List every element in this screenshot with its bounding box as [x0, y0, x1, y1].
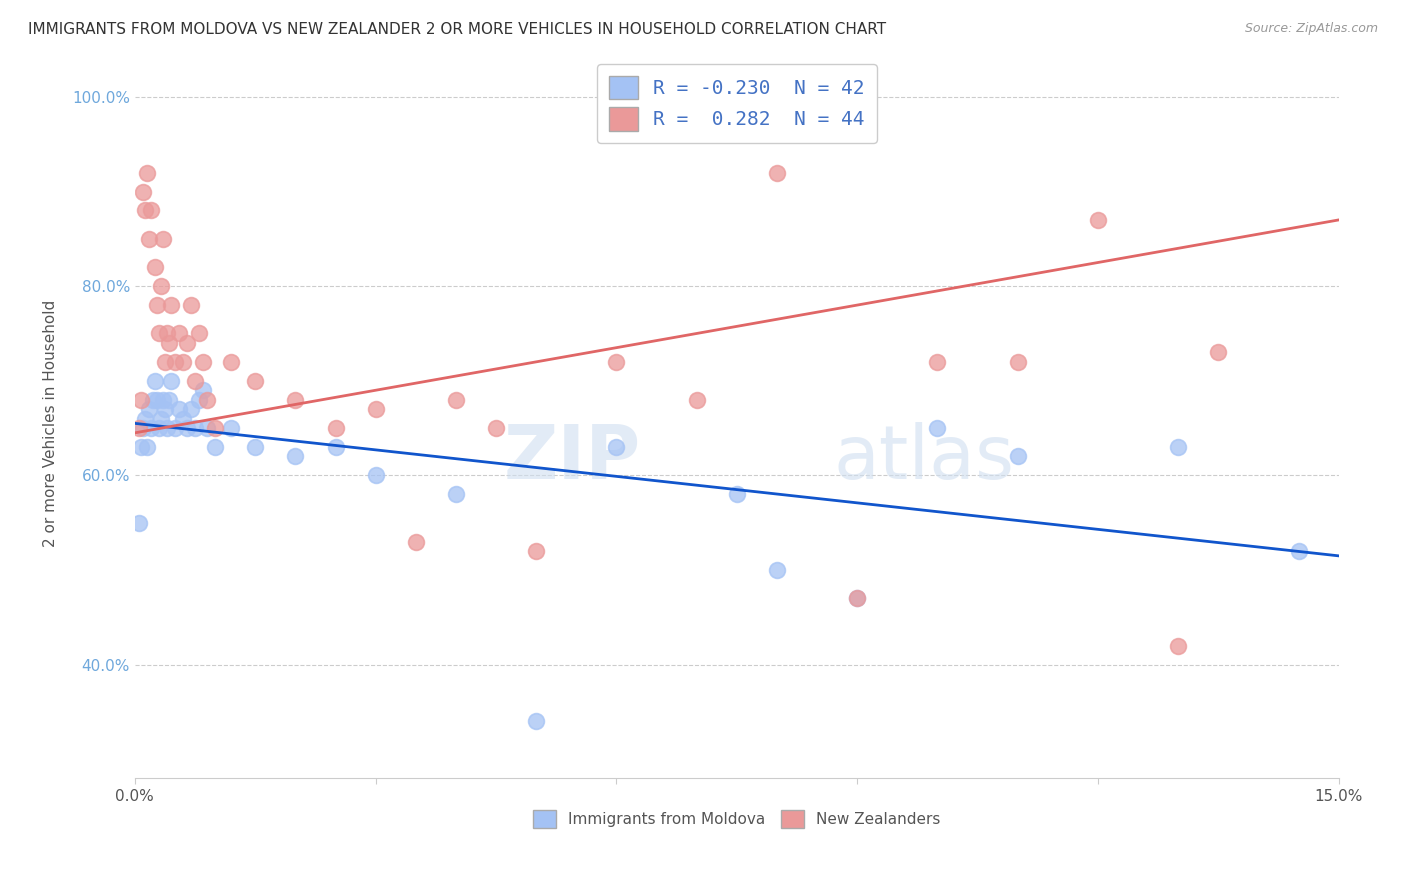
Point [245, 374, 267, 388]
Point [176, 335, 198, 350]
Legend: Immigrants from Moldova, New Zealanders: Immigrants from Moldova, New Zealanders [527, 804, 946, 834]
Point [128, 421, 150, 435]
Point [134, 411, 156, 425]
Point [156, 421, 179, 435]
Text: atlas: atlas [834, 422, 1014, 495]
Point [444, 487, 467, 501]
Point [129, 392, 152, 407]
Point [245, 440, 267, 454]
Point [405, 534, 427, 549]
Point [284, 392, 307, 407]
Point [1208, 345, 1230, 359]
Point [605, 440, 627, 454]
Point [364, 402, 387, 417]
Point [163, 421, 186, 435]
Point [1167, 440, 1189, 454]
Point [160, 374, 183, 388]
Point [485, 421, 508, 435]
Point [146, 392, 169, 407]
Point [219, 355, 242, 369]
Point [204, 421, 226, 435]
Point [1167, 639, 1189, 653]
Point [1007, 355, 1029, 369]
Point [766, 563, 789, 577]
Point [139, 421, 162, 435]
Point [148, 421, 170, 435]
Point [156, 326, 179, 341]
Point [766, 166, 789, 180]
Point [157, 335, 180, 350]
Point [1288, 544, 1310, 558]
Point [284, 450, 307, 464]
Point [180, 402, 202, 417]
Point [143, 374, 166, 388]
Point [725, 487, 748, 501]
Point [148, 326, 170, 341]
Point [132, 421, 155, 435]
Point [1087, 213, 1109, 227]
Point [143, 260, 166, 275]
Point [204, 440, 226, 454]
Point [191, 384, 214, 398]
Point [524, 714, 547, 729]
Point [191, 355, 214, 369]
Point [444, 392, 467, 407]
Point [132, 185, 155, 199]
Point [180, 298, 202, 312]
Point [172, 411, 194, 425]
Point [325, 440, 347, 454]
Point [141, 392, 163, 407]
Y-axis label: 2 or more Vehicles in Household: 2 or more Vehicles in Household [44, 300, 58, 547]
Point [152, 392, 174, 407]
Point [195, 392, 218, 407]
Point [184, 421, 207, 435]
Point [188, 326, 211, 341]
Point [155, 402, 177, 417]
Point [524, 544, 547, 558]
Point [364, 468, 387, 483]
Text: Source: ZipAtlas.com: Source: ZipAtlas.com [1244, 22, 1378, 36]
Point [138, 232, 160, 246]
Point [219, 421, 242, 435]
Point [195, 421, 218, 435]
Text: ZIP: ZIP [503, 422, 641, 495]
Point [135, 440, 157, 454]
Point [685, 392, 707, 407]
Point [927, 421, 949, 435]
Point [167, 402, 190, 417]
Point [139, 203, 162, 218]
Point [160, 298, 183, 312]
Point [167, 326, 190, 341]
Text: IMMIGRANTS FROM MOLDOVA VS NEW ZEALANDER 2 OR MORE VEHICLES IN HOUSEHOLD CORRELA: IMMIGRANTS FROM MOLDOVA VS NEW ZEALANDER… [28, 22, 886, 37]
Point [1007, 450, 1029, 464]
Point [172, 355, 194, 369]
Point [138, 402, 160, 417]
Point [605, 355, 627, 369]
Point [846, 591, 869, 606]
Point [846, 591, 869, 606]
Point [129, 440, 152, 454]
Point [155, 355, 177, 369]
Point [149, 411, 172, 425]
Point [325, 421, 347, 435]
Point [149, 279, 172, 293]
Point [135, 166, 157, 180]
Point [163, 355, 186, 369]
Point [152, 232, 174, 246]
Point [188, 392, 211, 407]
Point [157, 392, 180, 407]
Point [134, 203, 156, 218]
Point [176, 421, 198, 435]
Point [927, 355, 949, 369]
Point [184, 374, 207, 388]
Point [128, 516, 150, 530]
Point [146, 298, 169, 312]
